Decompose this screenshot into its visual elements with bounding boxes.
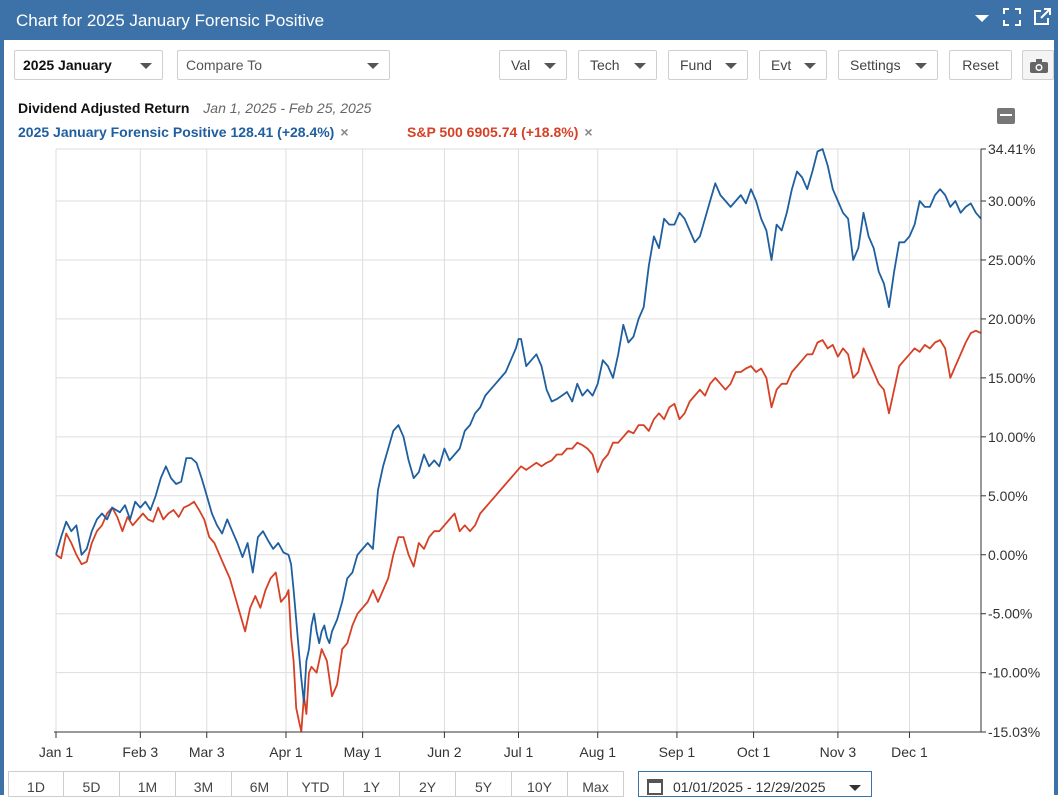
y-tick-label: 34.41% [988, 141, 1035, 157]
evt-menu-button[interactable]: Evt [759, 50, 827, 80]
date-range-value: 01/01/2025 - 12/29/2025 [673, 779, 826, 795]
fund-label: Fund [680, 57, 712, 73]
chevron-down-icon [725, 63, 737, 69]
y-tick-label: 5.00% [988, 488, 1028, 504]
y-tick-label: -5.00% [988, 606, 1032, 622]
calendar-icon [647, 779, 663, 795]
series-line-sp500 [55, 329, 982, 733]
compare-to-select[interactable]: Compare To [177, 50, 390, 80]
y-tick-label: 30.00% [988, 193, 1035, 209]
x-tick-label: Jan 1 [39, 744, 73, 760]
range-button-3m[interactable]: 3M [175, 771, 232, 797]
metric-label: Dividend Adjusted Return [18, 100, 190, 116]
window-titlebar: Chart for 2025 January Forensic Positive [0, 0, 1058, 40]
x-tick-label: Dec 1 [891, 744, 928, 760]
x-tick-label: Mar 3 [189, 744, 225, 760]
series2-group: S&P 500 6905.74 (+18.8%) × [407, 124, 593, 140]
popout-icon[interactable] [1032, 8, 1052, 30]
y-tick-label: 0.00% [988, 547, 1028, 563]
settings-label: Settings [850, 57, 901, 73]
range-button-max[interactable]: Max [567, 771, 624, 797]
x-tick-label: Aug 1 [579, 744, 616, 760]
val-label: Val [511, 57, 531, 73]
range-button-6m[interactable]: 6M [231, 771, 288, 797]
x-tick-label: Feb 3 [122, 744, 158, 760]
series1-label: 2025 January Forensic Positive 128.41 (+… [18, 124, 335, 140]
chevron-down-icon [804, 63, 816, 69]
val-menu-button[interactable]: Val [499, 50, 567, 80]
remove-series2-icon[interactable]: × [584, 124, 593, 140]
date-range-select[interactable]: 01/01/2025 - 12/29/2025 [638, 771, 872, 797]
evt-label: Evt [771, 57, 792, 73]
x-tick-label: Jul 1 [504, 744, 534, 760]
range-button-1m[interactable]: 1M [119, 771, 176, 797]
chevron-down-icon [634, 63, 646, 69]
range-button-5y[interactable]: 5Y [455, 771, 512, 797]
tech-menu-button[interactable]: Tech [578, 50, 657, 80]
range-button-1d[interactable]: 1D [8, 771, 64, 797]
chevron-down-icon [544, 63, 556, 69]
y-tick-label: 25.00% [988, 252, 1035, 268]
symbol-select-value: 2025 January [23, 57, 112, 73]
date-range-text: Jan 1, 2025 - Feb 25, 2025 [203, 100, 372, 116]
range-buttons: 1D 5D 1M 3M 6M YTD 1Y 2Y 5Y 10Y Max [8, 771, 624, 797]
range-button-10y[interactable]: 10Y [511, 771, 568, 797]
x-tick-label: Apr 1 [269, 744, 303, 760]
x-tick-label: Oct 1 [737, 744, 771, 760]
range-button-2y[interactable]: 2Y [399, 771, 456, 797]
series-line-forensic-positive [55, 148, 982, 704]
chevron-down-icon [140, 63, 152, 69]
legend-header: Dividend Adjusted Return Jan 1, 2025 - F… [18, 100, 371, 116]
legend-series: 2025 January Forensic Positive 128.41 (+… [18, 124, 593, 140]
fund-menu-button[interactable]: Fund [668, 50, 748, 80]
window-frame [0, 40, 1058, 795]
settings-menu-button[interactable]: Settings [838, 50, 938, 80]
range-button-5d[interactable]: 5D [63, 771, 120, 797]
range-button-ytd[interactable]: YTD [287, 771, 344, 797]
line-chart: 34.41% 30.00% 25.00% 20.00% 15.00% 10.00% 5.00… [39, 141, 1040, 760]
reset-button[interactable]: Reset [949, 50, 1012, 80]
toolbar: 2025 January Compare To Val Tech Fund Ev… [0, 50, 1058, 82]
chevron-down-icon [367, 63, 379, 69]
x-tick-label: Sep 1 [659, 744, 696, 760]
x-tick-label: Jun 2 [427, 744, 461, 760]
fullscreen-icon[interactable] [1002, 8, 1022, 30]
save-icon[interactable] [997, 108, 1015, 124]
y-tick-label: 10.00% [988, 429, 1035, 445]
x-tick-label: May 1 [344, 744, 382, 760]
chevron-down-icon [849, 785, 861, 791]
series2-label: S&P 500 6905.74 (+18.8%) [407, 124, 579, 140]
window-title: Chart for 2025 January Forensic Positive [16, 11, 325, 30]
range-button-1y[interactable]: 1Y [343, 771, 400, 797]
camera-button[interactable] [1022, 50, 1054, 80]
y-tick-label: -10.00% [988, 665, 1040, 681]
x-tick-label: Nov 3 [820, 744, 857, 760]
remove-series1-icon[interactable]: × [340, 124, 349, 140]
tech-label: Tech [590, 57, 620, 73]
symbol-select[interactable]: 2025 January [14, 50, 163, 80]
y-tick-label: 15.00% [988, 370, 1035, 386]
compare-to-placeholder: Compare To [186, 57, 263, 73]
y-tick-label: -15.03% [988, 724, 1040, 740]
y-tick-label: 20.00% [988, 311, 1035, 327]
chevron-down-icon [915, 63, 927, 69]
camera-icon [1030, 59, 1048, 73]
caret-down-icon[interactable] [972, 8, 992, 30]
